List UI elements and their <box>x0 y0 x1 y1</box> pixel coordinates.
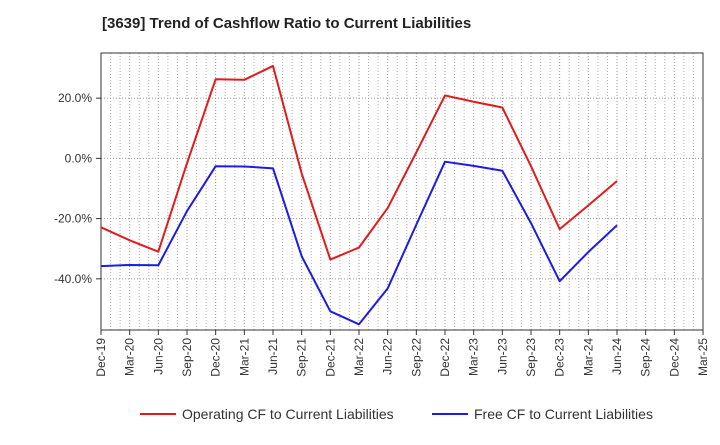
x-tick-label: Sep-22 <box>409 338 423 377</box>
data-point <box>186 210 188 212</box>
y-tick-label: 20.0% <box>58 91 92 105</box>
x-tick-label: Sep-24 <box>639 338 653 377</box>
data-point <box>530 222 532 224</box>
data-point <box>272 65 274 67</box>
series-line-operating-cf <box>100 64 618 261</box>
plot-frame <box>100 52 704 331</box>
data-point <box>157 251 159 253</box>
data-point <box>358 323 360 325</box>
x-tick-label: Jun-24 <box>610 338 624 375</box>
x-tick-label: Mar-22 <box>352 338 366 376</box>
data-point <box>215 165 217 167</box>
data-point <box>215 78 217 80</box>
data-point <box>501 170 503 172</box>
data-point <box>100 226 102 228</box>
data-point <box>129 239 131 241</box>
x-tick-label: Jun-20 <box>151 338 165 375</box>
data-point <box>301 172 303 174</box>
data-point <box>272 167 274 169</box>
x-tick-label: Dec-19 <box>94 338 108 377</box>
data-point <box>100 265 102 267</box>
data-point <box>243 166 245 168</box>
data-point <box>329 259 331 261</box>
x-tick-label: Dec-23 <box>553 338 567 377</box>
x-tick-label: Dec-22 <box>438 338 452 377</box>
data-point <box>444 94 446 96</box>
data-point <box>301 255 303 257</box>
data-point <box>358 247 360 249</box>
x-tick-label: Sep-20 <box>180 338 194 377</box>
x-tick-label: Jun-23 <box>495 338 509 375</box>
data-point <box>157 264 159 266</box>
data-point <box>530 165 532 167</box>
data-point <box>129 264 131 266</box>
data-point <box>415 151 417 153</box>
data-point <box>587 251 589 253</box>
data-point <box>616 224 618 226</box>
x-tick-label: Dec-24 <box>667 338 681 377</box>
data-point <box>387 287 389 289</box>
x-tick-label: Dec-21 <box>323 338 337 377</box>
data-point <box>616 180 618 182</box>
data-point <box>243 79 245 81</box>
x-tick-label: Mar-23 <box>467 338 481 376</box>
data-point <box>587 204 589 206</box>
x-tick-label: Jun-21 <box>266 338 280 375</box>
x-tick-label: Mar-24 <box>581 338 595 376</box>
x-tick-label: Sep-23 <box>524 338 538 377</box>
data-point <box>559 228 561 230</box>
data-point <box>473 165 475 167</box>
x-tick-label: Mar-21 <box>237 338 251 376</box>
data-point <box>415 224 417 226</box>
x-tick-label: Sep-21 <box>295 338 309 377</box>
data-point <box>186 162 188 164</box>
data-point <box>473 101 475 103</box>
x-tick-label: Mar-20 <box>123 338 137 376</box>
legend-item-free-cf: Free CF to Current Liabilities <box>474 406 653 422</box>
data-point <box>387 207 389 209</box>
data-point <box>444 161 446 163</box>
y-tick-label: -40.0% <box>54 272 92 286</box>
legend-item-operating-cf: Operating CF to Current Liabilities <box>182 406 394 422</box>
data-point <box>559 280 561 282</box>
y-tick-label: -20.0% <box>54 212 92 226</box>
x-tick-label: Dec-20 <box>209 338 223 377</box>
x-tick-label: Jun-22 <box>381 338 395 375</box>
data-point <box>501 106 503 108</box>
x-tick-label: Mar-25 <box>696 338 710 376</box>
series-line-free-cf <box>100 160 618 326</box>
data-point <box>329 310 331 312</box>
chart-title: [3639] Trend of Cashflow Ratio to Curren… <box>102 15 472 32</box>
y-tick-label: 0.0% <box>65 151 93 165</box>
